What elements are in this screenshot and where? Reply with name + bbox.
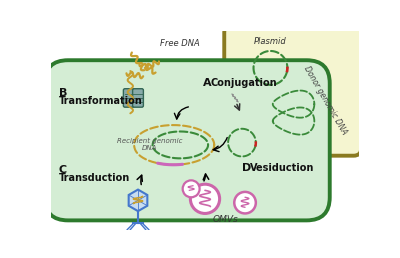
Text: A: A (203, 78, 211, 88)
FancyBboxPatch shape (123, 89, 134, 107)
Text: C: C (59, 165, 67, 175)
Text: Transformation: Transformation (59, 96, 142, 106)
Text: Plasmid: Plasmid (254, 37, 287, 46)
FancyBboxPatch shape (45, 60, 330, 220)
Polygon shape (129, 190, 147, 211)
Circle shape (183, 180, 200, 197)
Circle shape (234, 192, 256, 213)
FancyBboxPatch shape (224, 25, 361, 156)
Text: B: B (59, 88, 67, 98)
Text: Recipient genomic
DNA: Recipient genomic DNA (117, 138, 182, 151)
Text: Donor genomic DNA: Donor genomic DNA (302, 64, 348, 136)
FancyBboxPatch shape (133, 89, 144, 107)
Text: Vesiduction: Vesiduction (250, 163, 314, 173)
Text: OMVs: OMVs (212, 215, 238, 224)
Circle shape (190, 184, 220, 213)
Text: Transduction: Transduction (59, 173, 130, 183)
Text: Conjugation: Conjugation (210, 78, 277, 88)
Text: Free DNA: Free DNA (160, 39, 200, 48)
Text: D: D (242, 163, 251, 173)
